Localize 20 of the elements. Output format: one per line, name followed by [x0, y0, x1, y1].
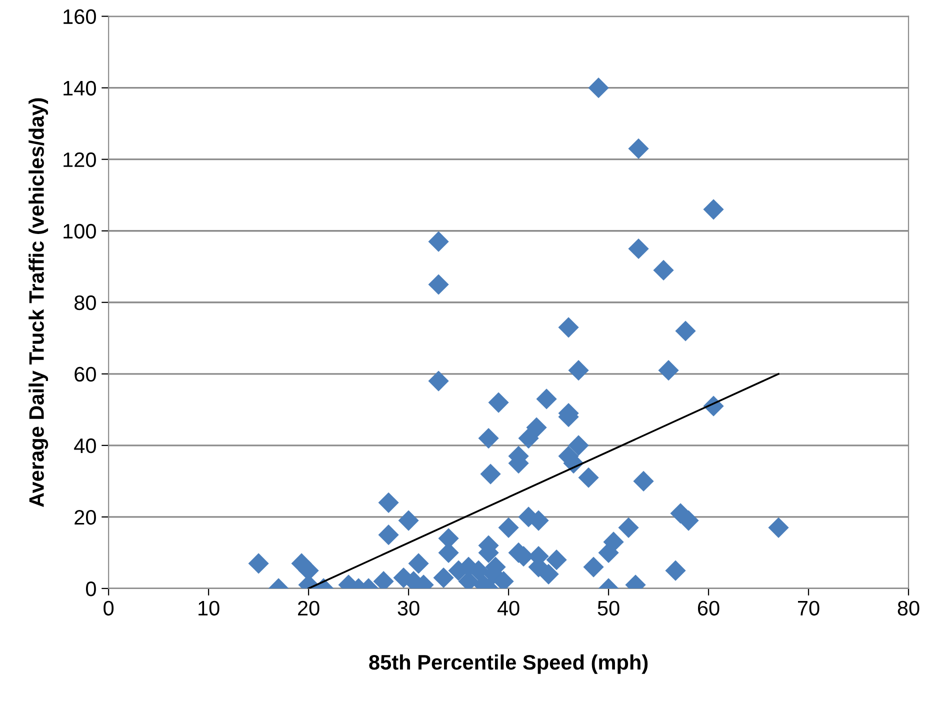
- x-tick-label: 60: [698, 600, 720, 616]
- x-tick-label: 80: [898, 600, 920, 616]
- y-tick-label: 0: [86, 581, 96, 596]
- x-axis-title: 85th Percentile Speed (mph): [369, 654, 648, 674]
- x-tick-label: 20: [298, 600, 320, 616]
- x-tick-label: 40: [497, 600, 520, 616]
- y-tick-label: 160: [64, 9, 96, 24]
- y-tick-label: 80: [74, 295, 96, 310]
- x-tick-label: 30: [398, 600, 420, 616]
- y-tick-label: 140: [64, 80, 96, 96]
- y-tick-label: 60: [74, 366, 96, 382]
- y-tick-label: 20: [74, 510, 96, 525]
- y-tick-label: 100: [64, 224, 96, 239]
- x-tick-label: 50: [598, 600, 620, 616]
- y-axis-title: Average Daily Truck Traffic (vehicles/day): [28, 98, 48, 508]
- y-tick-label: 40: [74, 438, 96, 454]
- x-tick-label: 0: [104, 600, 114, 616]
- x-tick-label: 10: [198, 600, 220, 616]
- x-tick-label: 70: [798, 600, 820, 616]
- y-tick-label: 120: [64, 152, 96, 168]
